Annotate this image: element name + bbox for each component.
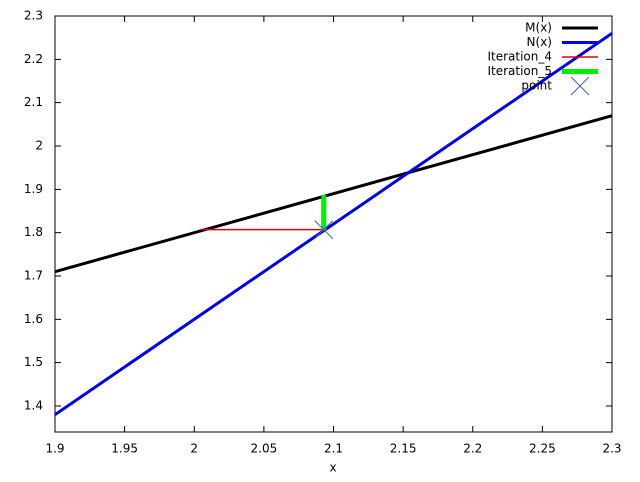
x-tick-label: 2.3	[602, 442, 621, 456]
y-tick-label: 2.2	[24, 52, 43, 66]
y-tick-label: 2.3	[24, 9, 43, 23]
y-tick-label: 2	[35, 139, 43, 153]
y-tick-label: 1.8	[24, 225, 43, 239]
legend-label: N(x)	[527, 35, 552, 49]
x-tick-label: 2.1	[324, 442, 343, 456]
x-tick-label: 2.05	[251, 442, 278, 456]
y-tick-label: 1.6	[24, 312, 43, 326]
series-line	[55, 32, 612, 416]
y-tick-label: 1.5	[24, 355, 43, 369]
legend-label: M(x)	[525, 21, 552, 35]
x-tick-label: 2.15	[390, 442, 417, 456]
legend-swatch	[570, 76, 590, 96]
legend-label: point	[521, 79, 552, 93]
x-tick-label: 2	[190, 442, 198, 456]
x-tick-label: 2.2	[463, 442, 482, 456]
x-axis-label: x	[329, 461, 336, 475]
data-point	[314, 220, 334, 239]
legend-label: Iteration_5	[487, 64, 552, 78]
y-tick-label: 2.1	[24, 95, 43, 109]
x-tick-label: 2.25	[529, 442, 556, 456]
legend-label: Iteration_4	[487, 50, 552, 64]
series-line	[55, 114, 612, 274]
y-tick-label: 1.9	[24, 182, 43, 196]
x-tick-label: 1.9	[45, 442, 64, 456]
x-tick-label: 1.95	[111, 442, 138, 456]
y-tick-label: 1.7	[24, 269, 43, 283]
y-tick-label: 1.4	[24, 399, 43, 413]
